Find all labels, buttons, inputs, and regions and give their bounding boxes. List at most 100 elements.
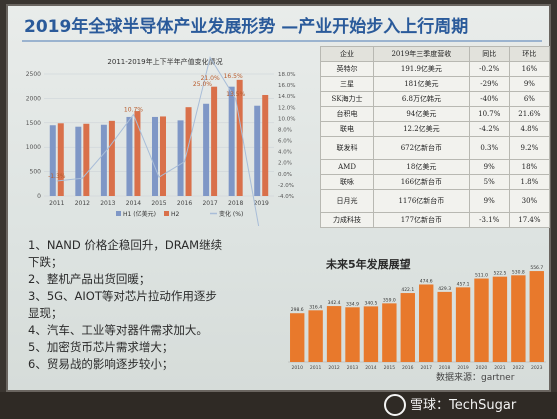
table-cell: 12.2亿美元 [373,121,470,137]
table-cell: 16% [508,61,551,77]
table-cell: 0.3% [468,136,510,160]
forecast-bar [400,293,415,362]
data-label: 530.8 [512,269,525,275]
table-row: 台积电 94亿美元 10.7% 21.6% [319,106,551,122]
bar-h1 [228,86,235,196]
table-cell: 英特尔 [319,61,375,77]
table-cell: 17.4% [508,212,551,228]
data-label: 422.1 [401,287,414,293]
table-cell: -3.1% [468,212,510,228]
data-label: 342.4 [328,300,341,306]
x-tick-label: 2017 [420,365,432,371]
forecast-bar [363,306,379,362]
table-cell: 9.2% [508,136,551,160]
table-cell: 联发科 [319,136,375,160]
table-row: 联咏 166亿新台币 5% 1.8% [319,174,551,190]
list-item: 1、NAND 价格企稳回升，DRAM继续 [28,238,223,252]
table-row: 日月光 1176亿新台币 9% 30% [319,189,551,213]
snowball-logo-icon [384,393,406,416]
bar-h1 [254,105,261,196]
x-tick-label: 2012 [328,365,340,371]
list-item: 6、贸易战的影响逐步较小； [28,357,174,371]
table-row: AMD 18亿美元 9% 18% [319,159,551,175]
y2-tick-label: -2.0% [278,183,294,189]
bar-h1 [152,116,158,196]
y2-tick-label: 10.0% [278,116,295,122]
forecast-bar [308,310,323,362]
data-label: -1.3% [48,173,66,180]
forecast-chart-title: 未来5年发展展望 [326,258,411,271]
table-cell: 191.9亿美元 [373,61,470,77]
y2-tick-label: 18.0% [278,72,295,78]
x-tick-label: 2016 [402,365,414,371]
table-cell: -4.2% [468,121,510,137]
data-label: 16.5% [224,73,243,80]
list-item: 3、5G、AIOT等对芯片拉动作用逐步 [28,289,217,303]
data-label: 10.7% [124,106,143,113]
bar-h2 [83,123,90,196]
y2-tick-label: -4.0% [278,194,294,200]
y2-tick-label: 16.0% [278,83,295,89]
table-cell: 1176亿新台币 [373,189,470,213]
x-tick-label: 2021 [494,365,506,371]
forecast-bar [290,313,305,362]
data-label: 457.1 [457,281,470,287]
data-label: 359.0 [383,297,396,303]
data-label: 474.6 [420,278,433,284]
table-cell: 1.8% [508,174,551,190]
bar-h1 [75,126,82,196]
drivers-list: 1、NAND 价格企稳回升，DRAM继续 下跌； 2、整机产品出货回暖； 3、5… [28,237,290,373]
table-cell: 5% [468,174,510,190]
bar-h2 [236,79,243,196]
table-cell: AMD [319,159,375,175]
x-tick-label: 2015 [384,365,396,371]
table-cell: -29% [468,76,510,92]
y2-tick-label: 12.0% [278,105,295,111]
bar-h2 [211,86,218,196]
y2-tick-label: 4.0% [278,150,292,156]
table-cell: -0.2% [468,61,510,77]
data-label: 21.0% [201,75,220,82]
x-tick-label: 2012 [75,200,90,207]
table-cell: 联咏 [319,174,375,190]
projected-slide: 2019年全球半导体产业发展形势 —产业开始步入上行周期 2011-2019年上… [6,4,551,392]
list-item: 4、汽车、工业等对器件需求加大。 [28,323,208,337]
table-cell: 181亿美元 [373,76,470,92]
bar-h2 [57,123,64,196]
table-cell: 166亿新台币 [373,174,470,190]
y-tick-label: 2500 [26,71,41,78]
table-header-cell: 环比 [508,46,551,62]
company-revenue-table: 企业 2019年三季度营收 同比 环比 英特尔 191.9亿美元 -0.2% 16% 三… [319,46,551,228]
table-row: 联发科 672亿新台币 0.3% 9.2% [319,136,551,160]
bar-h2 [134,111,141,196]
x-tick-label: 2019 [457,365,469,371]
table-cell: SK海力士 [319,91,375,107]
table-cell: -40% [468,91,510,107]
forecast-bar [419,284,434,362]
chart-title: 2011-2019年上下半年产值变化情况 [107,57,222,66]
y2-tick-label: 8.0% [278,127,292,133]
data-label: 556.7 [530,265,543,271]
table-cell: 10.7% [468,106,510,122]
watermark-text: 雪球：TechSugar [410,398,517,413]
forecast-bar [382,303,397,362]
photo-bottom-border [0,392,557,419]
bar-h1 [100,124,107,196]
bar-h2 [108,120,115,196]
list-item: 下跌； [28,255,63,269]
data-label: 298.6 [291,307,304,313]
table-row: 联电 12.2亿美元 -4.2% 4.8% [319,121,551,137]
bar-h1 [126,116,133,196]
y-tick-label: 2000 [26,95,41,102]
table-row: 三星 181亿美元 -29% 9% [319,76,551,92]
table-cell: 联电 [319,121,375,137]
bar-h2 [262,94,269,196]
table-cell: 177亿新台币 [373,212,470,228]
table-cell: 三星 [319,76,375,92]
legend-label: H2 [171,211,180,218]
table-cell: 9% [468,189,510,213]
slide-title: 2019年全球半导体产业发展形势 —产业开始步入上行周期 [24,17,469,37]
x-tick-label: 2010 [291,365,303,371]
bar-h1 [203,103,210,196]
y2-tick-label: 0.0% [278,172,292,178]
